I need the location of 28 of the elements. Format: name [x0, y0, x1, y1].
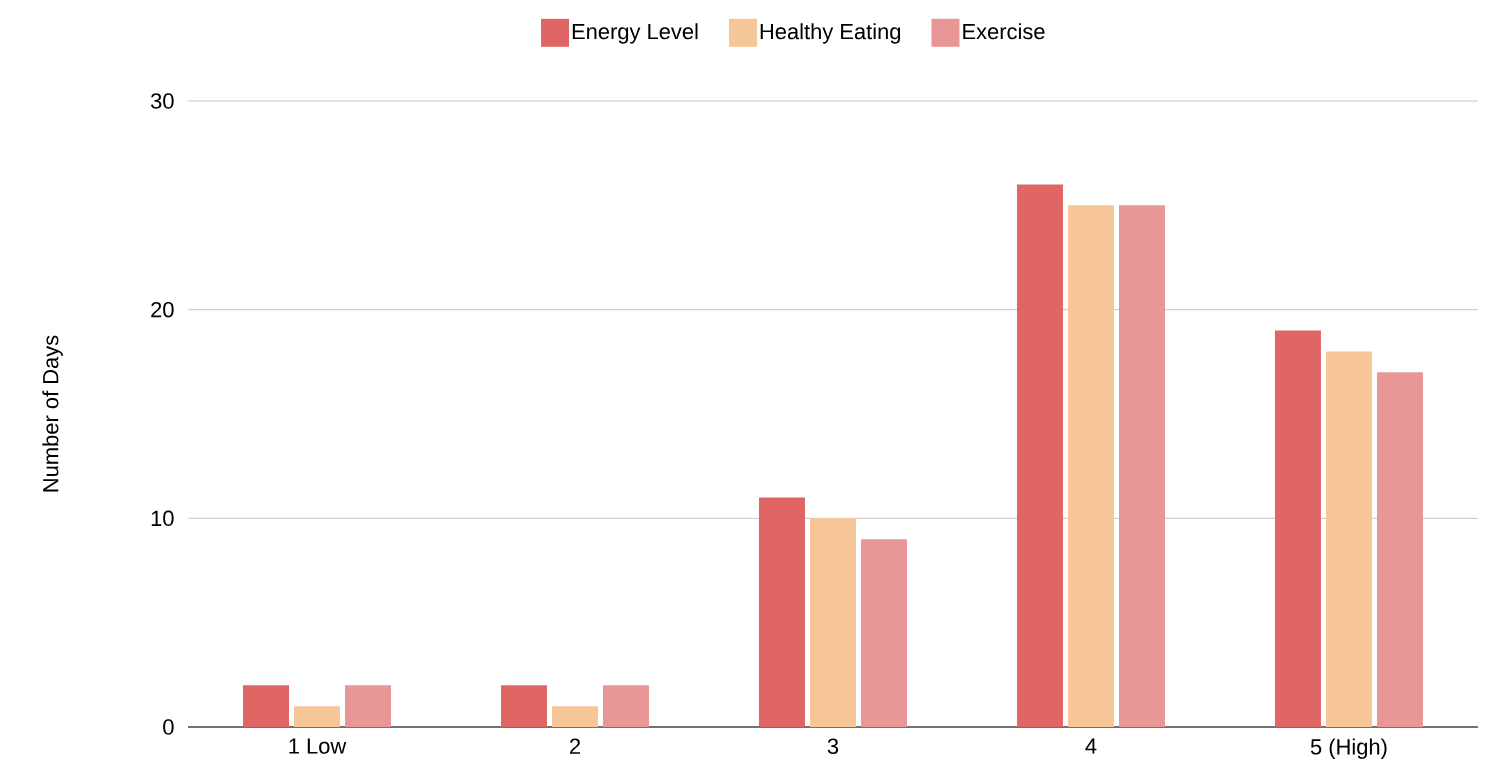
x-tick-label: 4: [1085, 738, 1097, 754]
bar: [602, 685, 649, 727]
y-axis-title: Number of Days: [42, 335, 63, 492]
bar: [758, 497, 805, 727]
bar: [1325, 351, 1372, 727]
y-tick-label: 20: [151, 301, 174, 318]
x-tick-label: 1 Low: [289, 738, 347, 754]
legend-label: Healthy Eating: [760, 23, 901, 44]
bar: [1118, 205, 1165, 727]
x-tick-label: 5 (High): [1310, 738, 1387, 759]
x-tick-label: 3: [827, 738, 839, 755]
x-tick-label: 2: [570, 738, 580, 754]
bar: [500, 685, 547, 727]
bar: [294, 706, 340, 727]
bar: [809, 518, 856, 727]
bar: [1067, 205, 1114, 727]
bar: [243, 685, 289, 727]
y-tick-label: 10: [151, 510, 174, 527]
y-tick-label: 30: [150, 93, 174, 109]
bar: [551, 706, 598, 727]
bar: [860, 539, 907, 727]
bar: [1376, 372, 1423, 727]
legend-label: Energy Level: [572, 23, 698, 44]
bar: [345, 685, 391, 727]
bar: [1016, 184, 1063, 727]
y-tick-label: 0: [163, 719, 174, 735]
legend-label: Exercise: [963, 23, 1045, 40]
bar: [1274, 330, 1321, 727]
